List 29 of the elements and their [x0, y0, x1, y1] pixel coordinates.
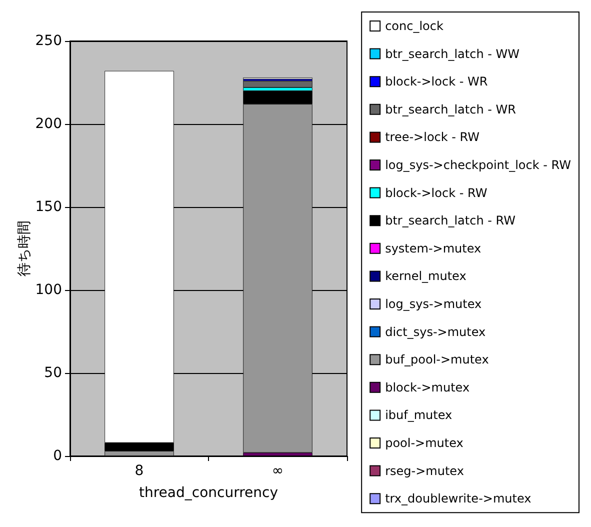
y-tick-label: 100: [35, 282, 62, 298]
y-axis-title: 待ち時間: [16, 220, 32, 276]
y-tick-label: 50: [44, 365, 62, 381]
legend-label: rseg->mutex: [385, 464, 464, 478]
legend-label: conc_lock: [385, 19, 444, 33]
legend-label: btr_search_latch - RW: [385, 214, 516, 228]
x-axis-title: thread_concurrency: [138, 485, 278, 501]
legend-label: block->lock - WR: [385, 74, 488, 89]
legend-label: btr_search_latch - WR: [385, 102, 516, 116]
legend-label: block->mutex: [385, 380, 470, 394]
legend-label: dict_sys->mutex: [385, 324, 486, 339]
y-tick-label: 200: [35, 116, 62, 132]
legend-label: kernel_mutex: [385, 269, 466, 284]
x-tick-label: ∞: [272, 463, 284, 479]
y-tick-label: 250: [35, 33, 62, 49]
legend-label: log_sys->mutex: [385, 297, 482, 311]
legend-label: tree->lock - RW: [385, 130, 480, 144]
legend-label: buf_pool->mutex: [385, 352, 489, 367]
legend-label: log_sys->checkpoint_lock - RW: [385, 158, 572, 172]
bar: [243, 80, 312, 88]
legend-label: ibuf_mutex: [385, 408, 452, 422]
x-tick-label: 8: [134, 463, 144, 479]
legend-label: trx_doublewrite->mutex: [385, 492, 532, 506]
y-tick-label: 0: [53, 448, 62, 464]
legend-label: pool->mutex: [385, 436, 464, 450]
y-tick-label: 150: [35, 199, 62, 215]
legend-label: block->lock - RW: [385, 186, 488, 200]
legend-label: btr_search_latch - WW: [385, 46, 520, 61]
legend-label: system->mutex: [385, 241, 482, 256]
